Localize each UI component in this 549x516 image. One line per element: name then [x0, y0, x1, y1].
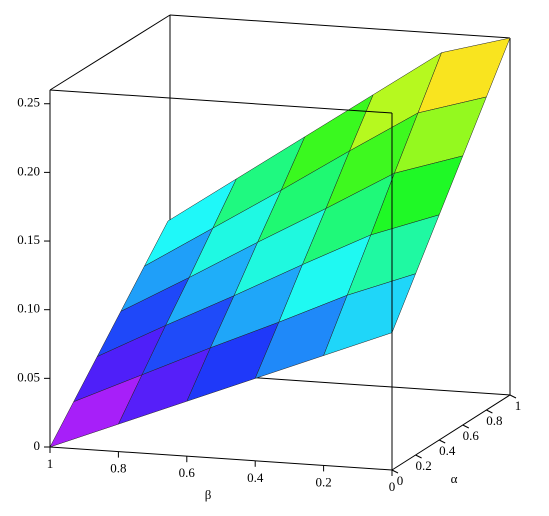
- box-edge: [169, 14, 511, 39]
- y-tick: [415, 454, 422, 459]
- y-tick: [509, 394, 517, 399]
- box-front: [49, 89, 511, 471]
- z-tick-label: 0.15: [17, 232, 40, 247]
- y-tick-label: 0: [397, 473, 404, 488]
- y-tick-label: 1: [515, 398, 522, 413]
- x-tick-label: 0.8: [110, 461, 126, 476]
- y-axis: [391, 394, 511, 471]
- z-tick-label: 0: [34, 438, 41, 453]
- x-tick-label: 1: [47, 456, 54, 471]
- x-axis-label: β: [205, 487, 212, 502]
- x-tick-label: 0.4: [247, 470, 264, 485]
- y-tick-label: 0.2: [415, 458, 431, 473]
- y-tick-label: 0.8: [486, 413, 502, 428]
- y-tick: [438, 439, 446, 444]
- y-tick: [391, 469, 399, 474]
- z-tick-label: 0.25: [17, 95, 40, 110]
- x-tick-label: 0: [389, 479, 396, 494]
- box-edge: [49, 14, 171, 91]
- y-tick: [462, 424, 470, 429]
- surface: [49, 37, 511, 448]
- y-axis-label: α: [451, 471, 458, 486]
- y-tick: [486, 409, 493, 414]
- z-tick-label: 0.05: [17, 369, 40, 384]
- box-edge: [49, 89, 393, 114]
- x-tick-label: 0.6: [179, 465, 196, 480]
- x-tick-label: 0.2: [315, 474, 331, 489]
- z-tick-label: 0.10: [17, 301, 40, 316]
- surface-patch: [323, 273, 417, 356]
- y-tick-label: 0.4: [439, 443, 456, 458]
- x-axis: [49, 446, 393, 471]
- z-tick-label: 0.20: [17, 163, 40, 178]
- y-tick-label: 0.6: [463, 428, 480, 443]
